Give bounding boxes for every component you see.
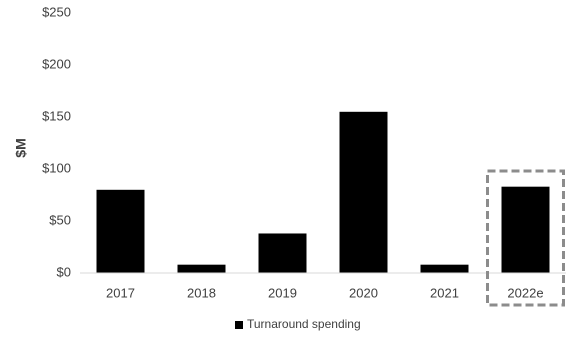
- bar-2018: [177, 264, 226, 273]
- bar-2020: [339, 111, 388, 273]
- y-tick-label: $250: [42, 4, 71, 19]
- y-axis-title: $M: [13, 138, 29, 157]
- y-tick-label: $100: [42, 160, 71, 175]
- legend-swatch: [235, 321, 243, 329]
- y-tick-label: $0: [57, 264, 71, 279]
- x-tick-label: 2022e: [507, 285, 543, 300]
- x-tick-label: 2020: [349, 285, 378, 300]
- bar-2022e: [501, 186, 550, 273]
- bar-2017: [96, 189, 145, 273]
- y-tick-label: $150: [42, 108, 71, 123]
- legend: Turnaround spending: [235, 317, 361, 331]
- y-tick-label: $200: [42, 56, 71, 71]
- bar-2019: [258, 233, 307, 273]
- x-tick-label: 2018: [187, 285, 216, 300]
- y-tick-label: $50: [49, 212, 71, 227]
- y-axis: $0 $50 $100 $150 $200 $250: [42, 4, 71, 279]
- x-tick-label: 2017: [106, 285, 135, 300]
- bar-2021: [420, 264, 469, 273]
- legend-label: Turnaround spending: [247, 317, 361, 331]
- estimate-highlight-box: [486, 169, 565, 307]
- x-tick-label: 2021: [430, 285, 459, 300]
- x-tick-label: 2019: [268, 285, 297, 300]
- x-axis: 2017 2018 2019 2020 2021 2022e: [106, 285, 544, 300]
- bars: [96, 111, 550, 273]
